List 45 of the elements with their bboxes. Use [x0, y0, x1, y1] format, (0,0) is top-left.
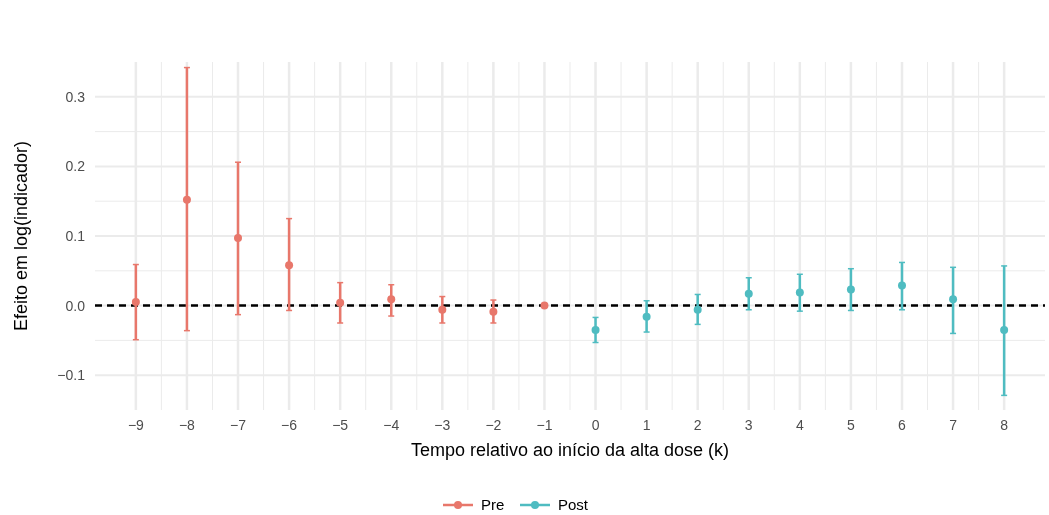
x-tick-label: −1 — [536, 417, 553, 433]
point — [336, 298, 345, 307]
point — [795, 288, 804, 297]
x-tick-label: 7 — [949, 417, 958, 433]
y-tick-label: 0.0 — [65, 297, 86, 314]
x-tick-label: −3 — [434, 417, 451, 433]
point — [285, 261, 294, 270]
point — [489, 307, 498, 316]
x-tick-label: 2 — [693, 417, 702, 433]
legend-label: Pre — [481, 496, 505, 513]
x-tick-label: −8 — [178, 417, 196, 433]
point — [846, 285, 855, 294]
point — [744, 289, 753, 298]
y-tick-label: 0.3 — [65, 88, 86, 105]
x-tick-label: 4 — [795, 417, 804, 433]
x-tick-label: 6 — [898, 417, 907, 433]
y-tick-label: 0.2 — [65, 158, 86, 175]
x-tick-label: −6 — [281, 417, 298, 433]
point — [234, 234, 243, 243]
x-tick-label: −7 — [230, 417, 247, 433]
x-tick-label: 3 — [744, 417, 753, 433]
y-tick-label: −0.1 — [57, 367, 86, 384]
point — [949, 295, 958, 304]
x-tick-label: 5 — [847, 417, 856, 433]
point — [693, 305, 702, 314]
point — [642, 312, 651, 321]
x-tick-label: 1 — [642, 417, 651, 433]
point — [387, 295, 396, 304]
point — [182, 195, 191, 204]
point — [897, 281, 906, 290]
x-tick-label: −4 — [383, 417, 400, 433]
point — [540, 301, 549, 310]
point — [1000, 325, 1009, 334]
x-tick-label: 8 — [1000, 417, 1009, 433]
x-tick-label: −9 — [127, 417, 145, 433]
point — [591, 325, 600, 334]
x-tick-label: −5 — [332, 417, 349, 433]
y-tick-label: 0.1 — [65, 228, 86, 244]
point — [131, 298, 140, 307]
x-tick-label: 0 — [591, 417, 600, 433]
legend-label: Post — [558, 496, 589, 513]
y-axis-title: Efeito em log(indicador) — [11, 140, 31, 332]
x-axis-title: Tempo relativo ao início da alta dose (k) — [410, 440, 730, 460]
point — [438, 305, 447, 314]
x-tick-label: −2 — [485, 417, 502, 433]
